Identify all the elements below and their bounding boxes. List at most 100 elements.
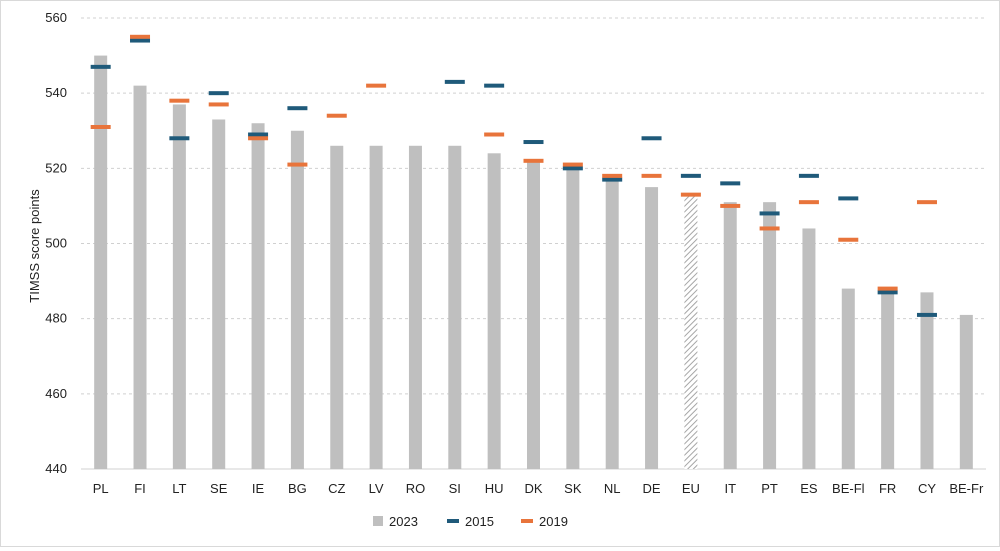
bar-ro: [408, 145, 422, 470]
legend-swatch-2015: [447, 519, 459, 523]
y-tick-label: 560: [45, 10, 67, 25]
marker-2019-lv: [366, 83, 387, 88]
marker-2019-bg: [287, 162, 308, 167]
marker-2019-de: [641, 173, 662, 178]
x-tick-label: CY: [918, 481, 936, 496]
x-tick-label: LV: [369, 481, 384, 496]
y-tick-label: 440: [45, 461, 67, 476]
y-tick-label: 540: [45, 85, 67, 100]
x-tick-label: CZ: [328, 481, 345, 496]
bar-pt: [763, 202, 777, 470]
x-tick-label: SK: [564, 481, 582, 496]
y-tick-label: 520: [45, 160, 67, 175]
bar-cy: [920, 292, 934, 469]
markers: [90, 34, 937, 317]
legend-label: 2015: [465, 514, 494, 529]
marker-2015-nl: [602, 177, 623, 182]
marker-2019-be-fl: [838, 237, 859, 242]
x-tick-label: IT: [724, 481, 736, 496]
marker-2015-sk: [562, 166, 583, 171]
y-tick-labels: 440 460 480 500 520 540 560: [45, 10, 67, 476]
x-tick-label: ES: [800, 481, 818, 496]
legend: 2023 2015 2019: [373, 514, 568, 529]
x-tick-label: SE: [210, 481, 228, 496]
bar-fr: [881, 288, 895, 469]
x-tick-label: SI: [449, 481, 461, 496]
bar-it: [723, 202, 737, 470]
bar-ie: [251, 123, 265, 469]
bar-lv: [369, 145, 383, 470]
marker-2015-dk: [523, 140, 544, 145]
bar-es: [802, 228, 816, 469]
bars: [94, 55, 973, 470]
bar-fi: [133, 85, 147, 470]
x-tick-labels: PL FI LT SE IE BG CZ LV RO SI HU DK SK NL DE EU IT PT ES BE…: [93, 481, 984, 496]
marker-2019-dk: [523, 158, 544, 163]
bar-be-fl: [841, 288, 855, 469]
x-tick-label: FR: [879, 481, 896, 496]
marker-2019-cy: [916, 200, 937, 205]
marker-2015-bg: [287, 106, 308, 111]
x-tick-label: BE-Fl: [832, 481, 865, 496]
x-tick-label: NL: [604, 481, 621, 496]
x-tick-label: LT: [172, 481, 186, 496]
marker-2019-es: [798, 200, 819, 205]
x-tick-label: BE-Fr: [949, 481, 984, 496]
bar-sk: [566, 164, 580, 469]
bar-lt: [172, 104, 186, 470]
bar-eu: [684, 194, 698, 469]
marker-2015-de: [641, 136, 662, 141]
marker-2015-pt: [759, 211, 780, 216]
x-tick-label: PL: [93, 481, 109, 496]
marker-2019-lt: [169, 98, 190, 103]
marker-2019-hu: [484, 132, 505, 137]
marker-2015-lt: [169, 136, 190, 141]
bar-se: [212, 119, 226, 469]
x-tick-label: HU: [485, 481, 504, 496]
legend-swatch-2023: [373, 516, 383, 526]
x-tick-label: RO: [406, 481, 426, 496]
x-tick-label: IE: [252, 481, 265, 496]
y-axis-label: TIMSS score points: [27, 189, 42, 303]
x-tick-label: EU: [682, 481, 700, 496]
marker-2019-nl: [602, 173, 623, 178]
bar-bg: [290, 130, 304, 469]
x-tick-label: BG: [288, 481, 307, 496]
y-tick-label: 500: [45, 236, 67, 251]
marker-2019-sk: [562, 162, 583, 167]
marker-2015-ie: [248, 132, 269, 137]
marker-2015-be-fl: [838, 196, 859, 201]
marker-2015-se: [208, 91, 229, 96]
legend-swatch-2019: [521, 519, 533, 523]
bar-cz: [330, 145, 344, 470]
x-tick-label: FI: [134, 481, 146, 496]
marker-2019-pl: [90, 124, 111, 129]
bar-dk: [527, 160, 540, 470]
marker-2019-it: [720, 203, 741, 208]
bar-nl: [605, 175, 619, 469]
marker-2015-fi: [130, 38, 151, 43]
marker-2019-fr: [877, 286, 898, 291]
bar-pl: [94, 55, 108, 469]
marker-2015-pl: [90, 64, 111, 69]
marker-2019-cz: [326, 113, 347, 118]
x-tick-label: DE: [643, 481, 661, 496]
marker-2015-fr: [877, 290, 898, 295]
bar-de: [645, 187, 659, 469]
bar-si: [448, 145, 462, 470]
legend-label: 2019: [539, 514, 568, 529]
marker-2015-si: [444, 79, 465, 84]
marker-2019-pt: [759, 226, 780, 231]
y-tick-label: 480: [45, 311, 67, 326]
marker-2019-ie: [248, 136, 269, 141]
marker-2019-se: [208, 102, 229, 107]
bar-be-fr: [959, 314, 973, 469]
marker-2015-it: [720, 181, 741, 186]
y-tick-label: 460: [45, 386, 67, 401]
marker-2019-fi: [130, 34, 151, 39]
legend-label: 2023: [389, 514, 418, 529]
x-tick-label: DK: [524, 481, 542, 496]
bar-hu: [487, 153, 501, 470]
